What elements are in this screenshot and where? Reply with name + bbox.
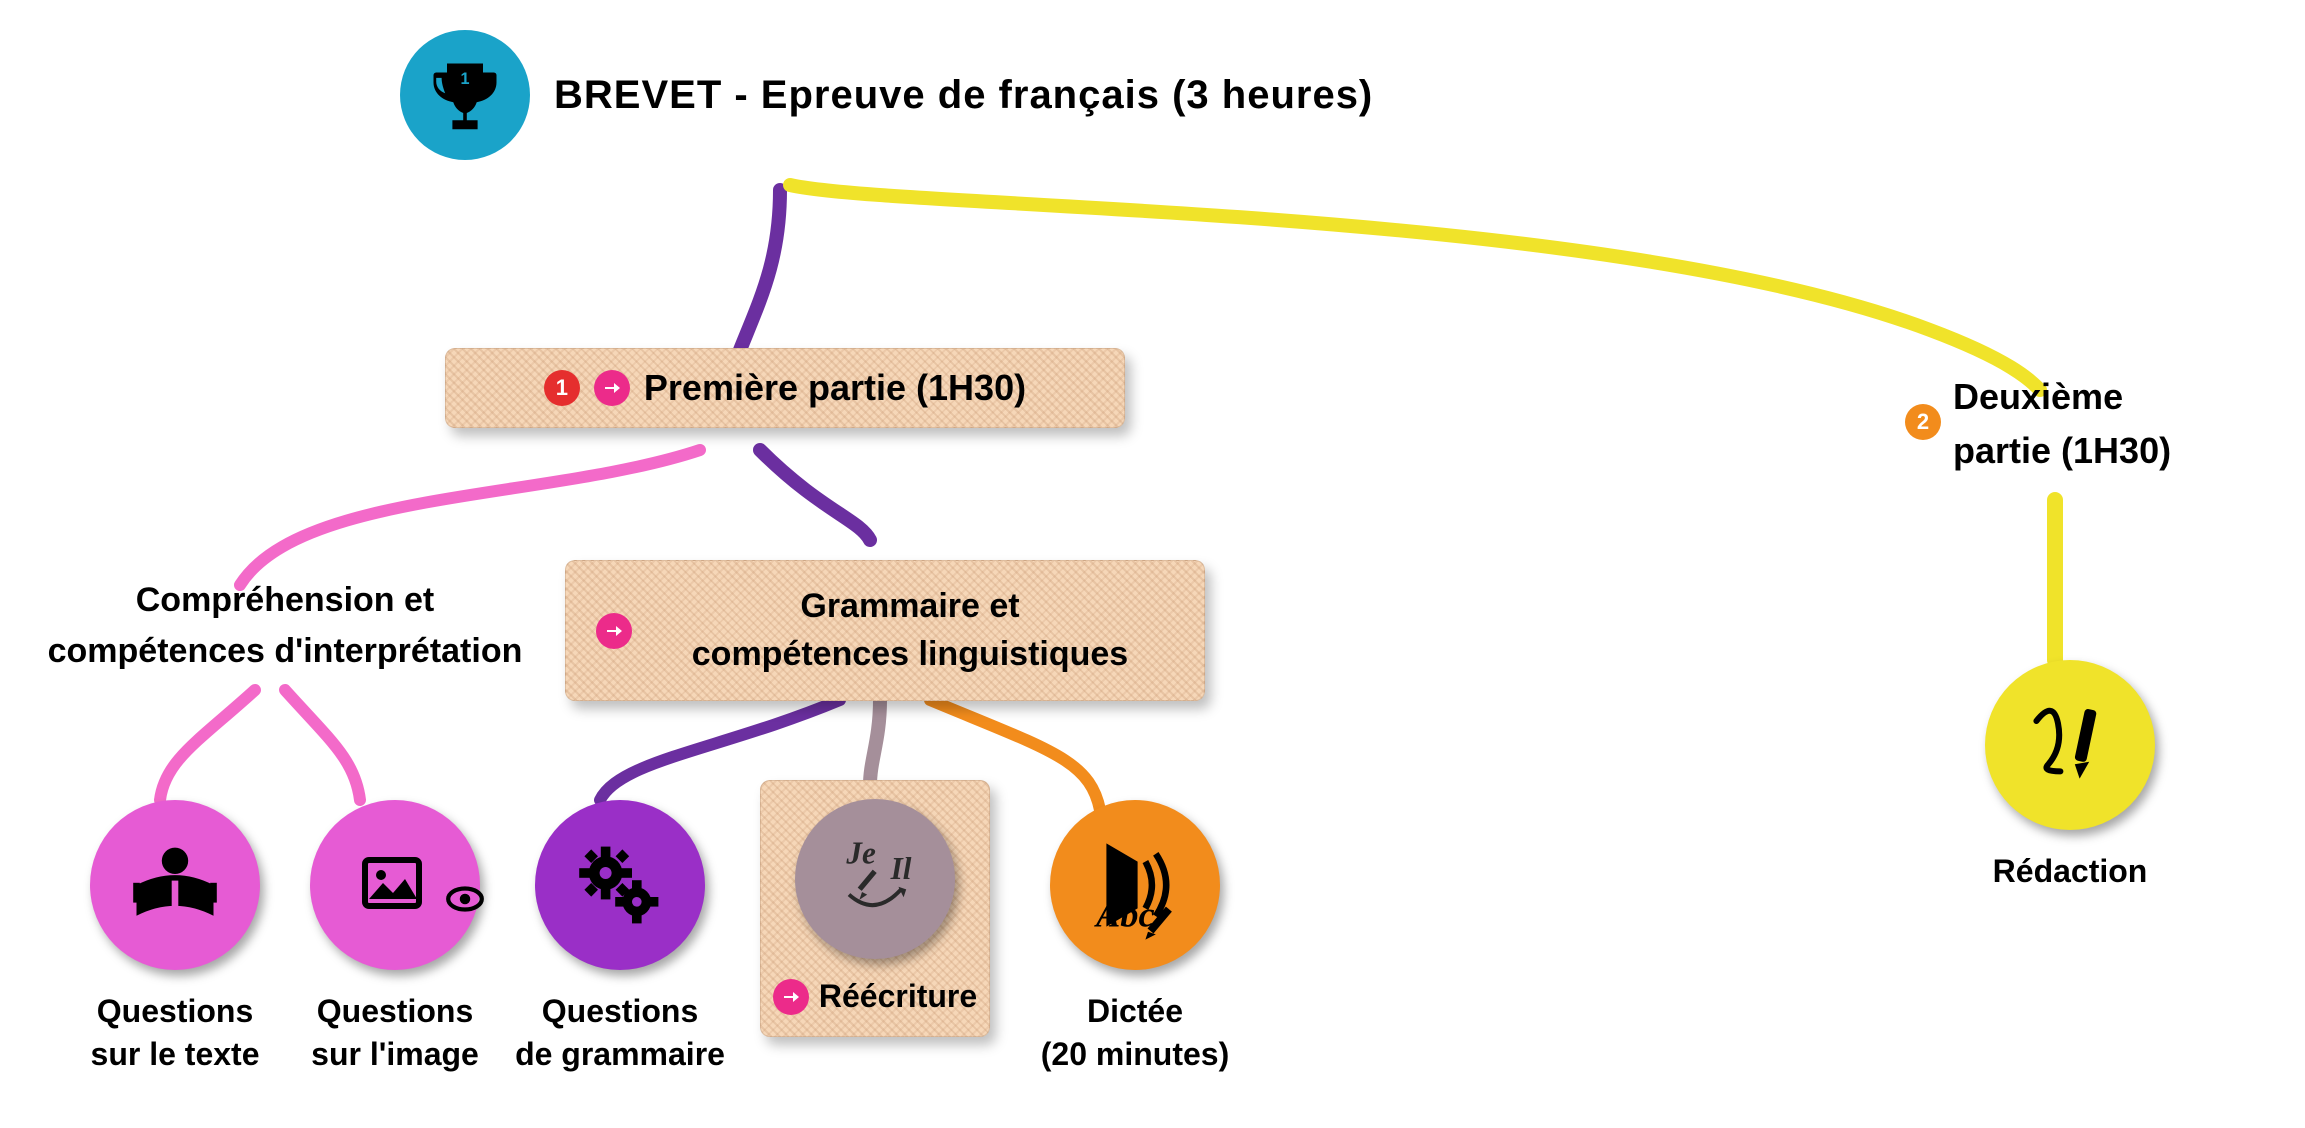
part2-node: 2 Deuxième partie (1H30) bbox=[1905, 370, 2225, 478]
questions-texte-line1: Questions bbox=[65, 990, 285, 1033]
leaf-questions-grammaire: Questions de grammaire bbox=[495, 800, 745, 1076]
dictee-line1: Dictée bbox=[1010, 990, 1260, 1033]
svg-text:Je: Je bbox=[845, 835, 876, 870]
arrow-right-icon bbox=[773, 979, 809, 1015]
part2-label-line2: partie (1H30) bbox=[1953, 424, 2171, 478]
writing-icon bbox=[1985, 660, 2155, 830]
comprehension-node: Compréhension et compétences d'interprét… bbox=[10, 575, 560, 677]
leaf-questions-image: Questions sur l'image bbox=[285, 800, 505, 1076]
grammaire-node: Grammaire et compétences linguistiques bbox=[565, 560, 1205, 701]
comprehension-line2: compétences d'interprétation bbox=[10, 626, 560, 677]
mindmap-stage: 1 BREVET - Epreuve de français (3 heures… bbox=[0, 0, 2305, 1128]
root-title: BREVET - Epreuve de français (3 heures) bbox=[554, 73, 1373, 118]
part1-label: Première partie (1H30) bbox=[644, 367, 1026, 409]
svg-text:Il: Il bbox=[890, 851, 912, 886]
leaf-redaction: Rédaction bbox=[1960, 660, 2180, 893]
gears-icon bbox=[535, 800, 705, 970]
trophy-number: 1 bbox=[460, 70, 469, 88]
part1-number-badge: 1 bbox=[544, 370, 580, 406]
leaf-reecriture: Je Il Réécriture bbox=[760, 780, 990, 1037]
rewrite-icon: Je Il bbox=[795, 799, 955, 959]
questions-grammaire-line1: Questions bbox=[495, 990, 745, 1033]
questions-image-line1: Questions bbox=[285, 990, 505, 1033]
reecriture-label: Réécriture bbox=[819, 975, 977, 1018]
questions-image-line2: sur l'image bbox=[285, 1033, 505, 1076]
reading-icon bbox=[90, 800, 260, 970]
grammaire-line2: compétences linguistiques bbox=[646, 631, 1174, 679]
part2-label-line1: Deuxième bbox=[1953, 370, 2171, 424]
arrow-right-icon bbox=[594, 370, 630, 406]
svg-text:Abc: Abc bbox=[1094, 895, 1155, 935]
image-eye-icon bbox=[310, 800, 480, 970]
root-node: 1 BREVET - Epreuve de français (3 heures… bbox=[400, 30, 1373, 160]
leaf-questions-texte: Questions sur le texte bbox=[65, 800, 285, 1076]
questions-grammaire-line2: de grammaire bbox=[495, 1033, 745, 1076]
part2-number-badge: 2 bbox=[1905, 404, 1941, 440]
comprehension-line1: Compréhension et bbox=[10, 575, 560, 626]
redaction-label: Rédaction bbox=[1993, 853, 2148, 889]
grammaire-line1: Grammaire et bbox=[646, 583, 1174, 631]
dictation-icon: Abc bbox=[1050, 800, 1220, 970]
arrow-right-icon bbox=[596, 613, 632, 649]
leaf-dictee: Abc Dictée (20 minutes) bbox=[1010, 800, 1260, 1076]
questions-texte-line2: sur le texte bbox=[65, 1033, 285, 1076]
dictee-line2: (20 minutes) bbox=[1010, 1033, 1260, 1076]
trophy-icon: 1 bbox=[400, 30, 530, 160]
part1-node: 1 Première partie (1H30) bbox=[445, 348, 1125, 428]
